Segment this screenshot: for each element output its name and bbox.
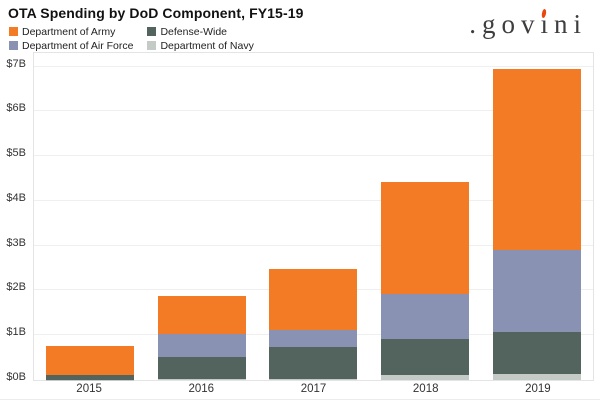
bar-segment-2016-department-of-navy xyxy=(157,379,246,380)
bar-segment-2018-department-of-army xyxy=(381,182,470,295)
bar-group-2017 xyxy=(258,53,370,380)
bar-group-2019 xyxy=(481,53,593,380)
y-tick-label-$3B: $3B xyxy=(6,236,26,249)
govini-logo-pre: .gov xyxy=(469,9,541,39)
bar-group-2015 xyxy=(34,53,146,380)
legend-swatch-icon xyxy=(9,27,18,36)
govini-logo-post: ni xyxy=(553,9,587,39)
legend-swatch-icon xyxy=(147,41,157,50)
legend-swatch-icon xyxy=(147,27,157,36)
y-tick-label-$0B: $0B xyxy=(6,371,26,383)
x-tick-label-2018: 2018 xyxy=(412,383,439,395)
y-tick-label-$2B: $2B xyxy=(6,281,26,294)
govini-logo: .gov ıni xyxy=(469,8,587,39)
legend-item-2: Defense-Wide xyxy=(147,25,253,38)
bar-segment-2018-department-of-navy xyxy=(381,375,470,380)
gridline-$5B xyxy=(34,155,593,157)
gridline-$4B xyxy=(34,199,593,201)
legend-label: Department of Navy xyxy=(160,39,254,52)
bar-segment-2017-defense-wide xyxy=(269,346,358,380)
bar-segment-2017-department-of-air-force xyxy=(269,329,358,347)
bar-segment-2019-department-of-army xyxy=(493,68,582,251)
legend-swatch-icon xyxy=(9,41,18,50)
bar-segment-2016-department-of-air-force xyxy=(157,334,246,357)
bar-group-2018 xyxy=(369,53,481,380)
bars-container xyxy=(34,53,593,380)
bar-group-2016 xyxy=(146,53,258,380)
legend-item-1: Department of Army xyxy=(9,25,133,38)
x-tick-label-2019: 2019 xyxy=(525,383,551,395)
bar-segment-2019-department-of-navy xyxy=(493,374,582,380)
bar-segment-2019-department-of-air-force xyxy=(493,250,582,332)
chart-legend: Department of Army Defense-Wide Department… xyxy=(9,25,254,52)
bar-segment-2015-defense-wide xyxy=(45,374,134,380)
stacked-bar-2019 xyxy=(493,68,582,380)
stacked-bar-2018 xyxy=(381,182,470,380)
y-tick-label-$7B: $7B xyxy=(6,57,26,70)
bar-segment-2018-defense-wide xyxy=(381,339,470,376)
y-tick-label-$4B: $4B xyxy=(6,191,26,204)
gridline-$7B xyxy=(34,65,593,67)
gridline-$6B xyxy=(34,110,593,112)
govini-logo-i: ı xyxy=(540,9,554,39)
legend-label: Department of Air Force xyxy=(22,39,134,52)
y-tick-label-$6B: $6B xyxy=(6,102,26,115)
y-tick-label-$5B: $5B xyxy=(6,147,26,160)
bar-segment-2018-department-of-air-force xyxy=(381,294,470,340)
gridline-$3B xyxy=(34,244,593,246)
x-axis: 2015 2016 2017 2018 2019 xyxy=(33,383,594,395)
bar-segment-2019-defense-wide xyxy=(493,331,582,375)
legend-item-4: Department of Navy xyxy=(147,39,254,52)
stacked-bar-2015 xyxy=(45,345,134,380)
legend-label: Department of Army xyxy=(22,25,116,38)
legend-item-3: Department of Air Force xyxy=(9,39,133,52)
bar-segment-2015-department-of-army xyxy=(45,345,134,375)
legend-label: Defense-Wide xyxy=(160,25,227,38)
bar-segment-2017-department-of-navy xyxy=(269,379,358,380)
page-title: OTA Spending by DoD Component, FY15-19 xyxy=(8,5,304,21)
bar-segment-2016-defense-wide xyxy=(157,356,246,380)
x-tick-label-2017: 2017 xyxy=(300,383,327,395)
govini-logo-flame-i: ı xyxy=(540,8,554,39)
x-tick-label-2016: 2016 xyxy=(188,383,215,395)
y-axis: $0B $1B $2B $3B $4B $5B $6B $7B xyxy=(0,52,28,383)
x-tick-label-2015: 2015 xyxy=(76,383,102,395)
y-tick-label-$1B: $1B xyxy=(6,326,26,339)
plot-area xyxy=(33,52,594,381)
bar-segment-2016-department-of-army xyxy=(157,296,246,335)
stacked-bar-2017 xyxy=(269,269,358,380)
bar-segment-2017-department-of-army xyxy=(269,269,358,330)
stacked-bar-2016 xyxy=(157,296,246,380)
